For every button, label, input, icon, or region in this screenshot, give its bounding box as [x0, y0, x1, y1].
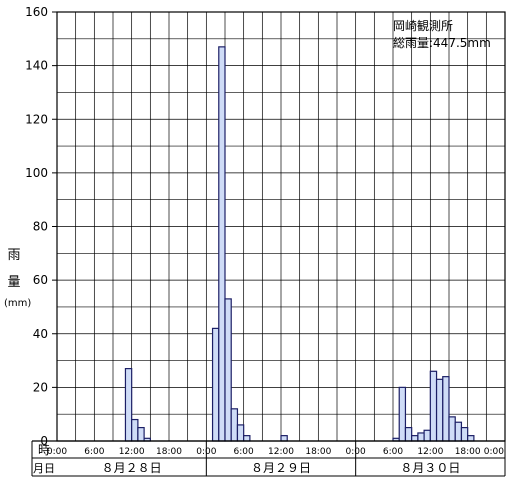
y-tick-label: 160: [25, 5, 48, 19]
rain-bar: [417, 432, 425, 442]
time-tick-label: 0:00: [484, 447, 504, 457]
time-tick-label: 6:00: [234, 447, 254, 457]
rain-bar: [398, 386, 407, 442]
rain-bar: [460, 426, 469, 442]
time-tick-label: 12:00: [268, 447, 294, 457]
time-tick-label: 6:00: [383, 447, 403, 457]
rain-bar: [243, 435, 251, 442]
y-axis-label-2: 量: [7, 275, 21, 290]
y-tick-label: 40: [33, 327, 48, 341]
time-tick-label: 18:00: [455, 447, 481, 457]
rain-bar: [442, 376, 450, 442]
rain-bar: [429, 370, 438, 442]
y-axis-label-3: (mm): [4, 298, 32, 309]
time-tick-label: 12:00: [417, 447, 443, 457]
time-tick-label: 6:00: [84, 447, 104, 457]
y-axis-label-1: 雨: [7, 248, 21, 263]
y-tick-label: 80: [33, 220, 48, 234]
y-tick-label: 20: [33, 380, 48, 394]
y-tick-label: 140: [25, 59, 48, 73]
rain-bar: [131, 418, 139, 442]
date-row-label: 月日: [33, 462, 55, 475]
rain-bar: [280, 435, 288, 442]
grid-lines: [56, 11, 506, 442]
rainfall-bars: [124, 46, 475, 442]
rain-bar: [211, 327, 220, 442]
rain-bar: [230, 408, 239, 442]
y-tick-label: 100: [25, 166, 48, 180]
date-label: ８月３０日: [400, 461, 460, 475]
time-row-label: 時: [38, 443, 50, 457]
station-name: 岡崎観測所: [393, 19, 454, 33]
total-rainfall: 総雨量:447.5mm: [393, 36, 491, 50]
date-label: ８月２９日: [251, 461, 311, 475]
rain-bar: [448, 416, 456, 442]
y-tick-label: 60: [33, 273, 48, 287]
rain-bar: [467, 435, 475, 442]
rain-bar: [423, 429, 431, 442]
chart-info-box: 岡崎観測所 総雨量:447.5mm: [393, 18, 491, 52]
date-label: ８月２８日: [102, 461, 162, 475]
time-tick-label: 18:00: [305, 447, 331, 457]
time-tick-label: 18:00: [156, 447, 182, 457]
rain-bar: [218, 46, 226, 442]
rain-bar: [236, 424, 245, 442]
time-tick-label: 12:00: [119, 447, 145, 457]
rain-bar: [404, 426, 413, 442]
y-tick-label: 120: [25, 112, 48, 126]
rain-bar: [411, 435, 419, 442]
rain-bar: [124, 368, 133, 442]
rain-bar: [224, 298, 232, 442]
rain-bar: [454, 421, 463, 442]
rain-bar: [435, 378, 444, 442]
time-tick-label: 0:00: [47, 447, 67, 457]
rain-bar: [137, 426, 145, 442]
